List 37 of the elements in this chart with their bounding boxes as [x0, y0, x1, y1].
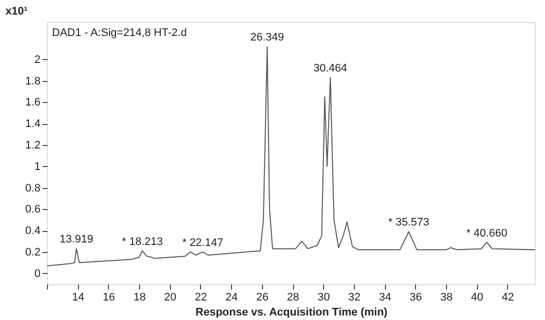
x-tick-label: 38 — [440, 292, 453, 304]
y-tick-label: 0.2 — [25, 246, 40, 258]
line-series — [46, 46, 536, 266]
annotation: 30.464 — [314, 62, 348, 75]
x-tick-label: 40 — [471, 292, 484, 304]
x-tick-label: 42 — [502, 292, 514, 304]
x-tick-label: 28 — [286, 292, 300, 304]
x-tick-label: 14 — [72, 292, 84, 304]
x-tick-label: 18 — [133, 292, 146, 304]
x-tick-label: 34 — [378, 292, 392, 304]
y-tick-label: 1.4 — [25, 118, 40, 130]
annotation: * 18.213 — [122, 236, 163, 248]
annotation: 26.349 — [250, 32, 284, 44]
x-axis-title: Response vs. Acquisition Time (min) — [196, 306, 388, 318]
x-tick-label: 20 — [164, 292, 176, 304]
x-tick-label: 22 — [194, 292, 208, 304]
x-tick-label: 36 — [410, 292, 422, 304]
x-tick-label: 16 — [102, 292, 116, 304]
y-tick-label: 1.6 — [25, 96, 40, 109]
y-tick-label: 2 — [34, 54, 40, 66]
y-tick-label: 0.6 — [25, 204, 40, 216]
annotation: 13.919 — [60, 234, 94, 246]
y-tick-label: 0 — [34, 268, 40, 280]
annotation: * 22.147 — [182, 236, 224, 249]
y-tick-label: 1 — [34, 160, 40, 173]
annotation: * 35.573 — [388, 216, 430, 229]
x-tick-label: 32 — [348, 292, 361, 304]
x-tick-label: 26 — [256, 292, 268, 304]
y-tick-label: 1.2 — [25, 139, 40, 152]
annotation: * 40.660 — [466, 227, 508, 240]
y-axis-title: x10¹ — [6, 6, 28, 18]
y-tick-label: 0.4 — [25, 225, 40, 238]
y-tick-label: 1.8 — [25, 75, 40, 88]
chart-title: DAD1 - A:Sig=214,8 HT-2.d — [52, 27, 187, 39]
y-tick-label: 0.8 — [25, 182, 40, 194]
x-tick-label: 24 — [226, 292, 238, 304]
x-tick-label: 30 — [318, 292, 330, 304]
